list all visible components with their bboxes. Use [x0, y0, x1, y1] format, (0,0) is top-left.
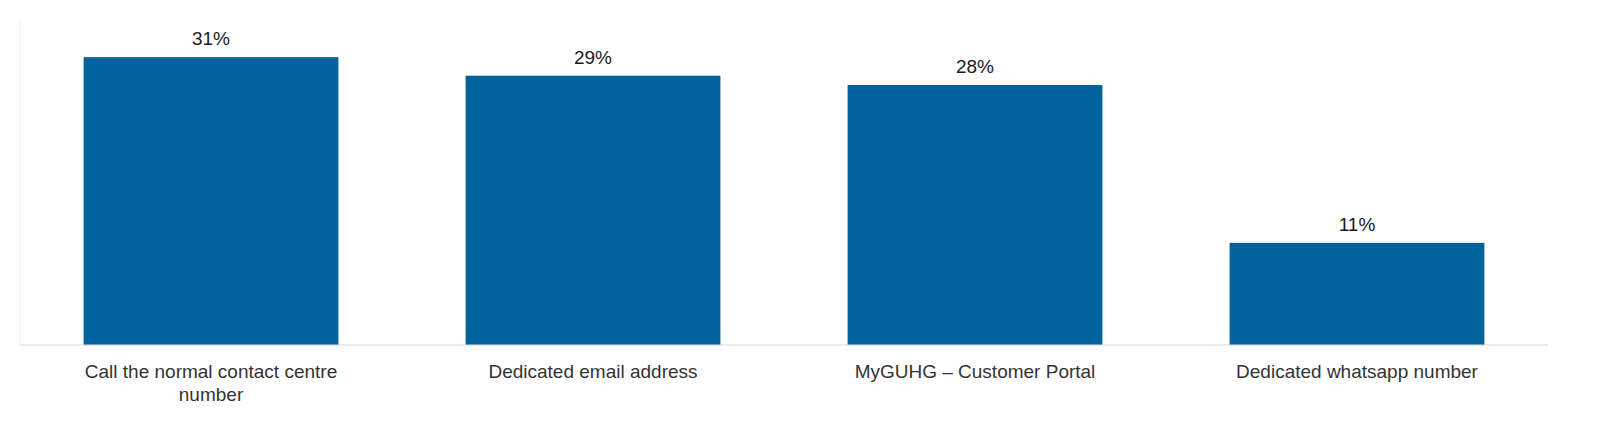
category-label: Dedicated whatsapp number: [1236, 361, 1479, 382]
x-axis-line: [20, 344, 1548, 345]
data-label: 31%: [192, 28, 230, 49]
category-label: Call the normal contact centrenumber: [85, 361, 337, 405]
bar: [1230, 243, 1485, 345]
bar: [84, 57, 339, 345]
data-label: 29%: [574, 47, 612, 68]
bars: [84, 57, 1485, 345]
data-label: 28%: [956, 56, 994, 77]
category-label: MyGUHG – Customer Portal: [855, 361, 1096, 382]
data-label: 11%: [1339, 214, 1376, 235]
bar: [848, 85, 1103, 345]
y-axis-line: [20, 20, 21, 345]
category-label: Dedicated email address: [488, 361, 697, 382]
chart: 31% 29% 28% 11% Call the normal contact cent…: [0, 0, 1600, 426]
bar: [466, 76, 721, 345]
